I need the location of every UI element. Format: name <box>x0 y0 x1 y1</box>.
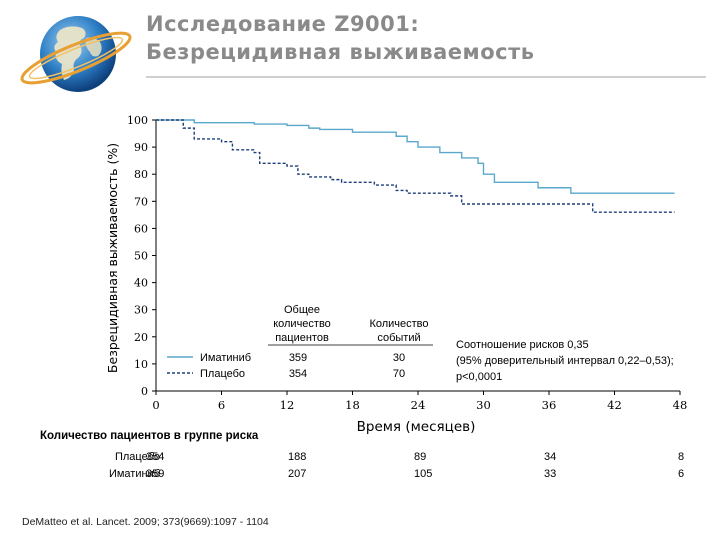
risk-cell: 354 <box>146 451 165 463</box>
x-axis-label: Время (месяцев) <box>357 419 476 435</box>
legend-header-patients-3: пациентов <box>275 332 329 344</box>
legend-header-patients-1: Общее <box>284 304 320 316</box>
risk-table-row: Иматиниб 359 207 105 33 6 <box>36 468 696 484</box>
risk-table-row: Плацебо 354 188 89 34 8 <box>36 451 696 467</box>
globe-logo-icon <box>20 16 132 92</box>
title-line-2: Безрецидивная выживаемость <box>146 40 535 64</box>
legend-header-events-1: Количество <box>369 318 428 330</box>
title-divider <box>146 76 706 78</box>
legend-patients: 359 <box>289 352 307 364</box>
x-tick-label: 30 <box>476 398 491 412</box>
risk-cell: 34 <box>544 451 557 463</box>
x-tick-label: 24 <box>411 398 426 412</box>
x-tick-label: 12 <box>280 398 295 412</box>
x-tick-label: 48 <box>673 398 688 412</box>
risk-cell: 33 <box>544 468 557 480</box>
risk-cell: 207 <box>288 468 307 480</box>
legend-label: Плацебо <box>200 368 245 380</box>
legend-header-events-2: событий <box>377 332 420 344</box>
x-tick-label: 42 <box>607 398 622 412</box>
y-tick-label: 30 <box>134 304 148 317</box>
title-line-1: Исследование Z9001: <box>146 12 420 36</box>
risk-row-label: Плацебо <box>114 451 160 463</box>
y-axis-label: Безрецидивная выживаемость (%) <box>105 143 120 373</box>
risk-cell: 105 <box>414 468 433 480</box>
y-tick-label: 50 <box>134 250 148 263</box>
y-tick-label: 40 <box>134 277 148 290</box>
y-tick-label: 60 <box>134 222 148 235</box>
legend-header-patients-2: количество <box>273 318 331 330</box>
chart-axes: 0 10 20 30 40 50 60 70 80 90 100 0 6 12 18 24 30 36 42 48 <box>127 114 687 412</box>
series-line-placebo <box>156 119 675 213</box>
risk-cell: 89 <box>414 451 427 463</box>
chart-series <box>156 119 675 213</box>
risk-row-label: Иматиниб <box>108 468 160 480</box>
risk-cell: 359 <box>146 468 165 480</box>
annotation-line-1: Соотношение рисков 0,35 <box>456 339 589 351</box>
citation: DeMatteo et al. Lancet. 2009; 373(9669):… <box>22 516 269 528</box>
legend-events: 30 <box>393 352 405 364</box>
y-tick-label: 70 <box>134 195 148 208</box>
x-tick-label: 18 <box>345 398 360 412</box>
x-tick-label: 36 <box>542 398 557 412</box>
page-title: Исследование Z9001: Безрецидивная выжива… <box>146 10 535 66</box>
y-tick-label: 20 <box>134 331 148 344</box>
risk-cell: 188 <box>288 451 307 463</box>
legend-label: Иматиниб <box>200 352 251 364</box>
y-tick-label: 10 <box>134 358 148 371</box>
annotation-line-2: (95% доверительный интервал 0,22–0,53); <box>456 355 674 367</box>
risk-cell: 8 <box>678 451 685 463</box>
y-tick-label: 80 <box>134 168 148 181</box>
y-tick-label: 90 <box>134 141 148 154</box>
legend-events: 70 <box>393 368 405 380</box>
y-tick-label: 100 <box>127 114 148 127</box>
hazard-ratio-annotation: Соотношение рисков 0,35 (95% доверительн… <box>456 339 674 383</box>
series-line-imatinib <box>156 119 675 194</box>
risk-cell: 6 <box>678 468 685 480</box>
x-tick-label: 0 <box>152 398 159 412</box>
y-tick-label: 0 <box>141 385 148 398</box>
risk-table-header: Количество пациентов в группе риска <box>40 430 259 442</box>
legend-patients: 354 <box>289 368 307 380</box>
chart-legend: Общее количество пациентов Количество со… <box>167 304 433 380</box>
annotation-line-3: p<0,0001 <box>456 371 502 383</box>
x-tick-label: 6 <box>218 398 225 412</box>
